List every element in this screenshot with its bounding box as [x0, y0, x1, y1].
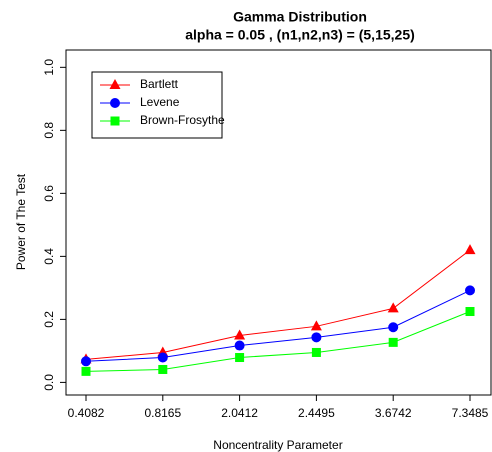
y-tick-label: 0.2: [42, 311, 56, 328]
x-tick-label: 3.6742: [375, 406, 412, 420]
legend-marker: [110, 116, 120, 126]
y-tick-label: 0.4: [42, 248, 56, 265]
marker: [465, 307, 475, 317]
marker: [311, 347, 321, 357]
x-axis-label: Noncentrality Parameter: [213, 438, 342, 452]
marker: [310, 320, 322, 331]
x-tick-label: 7.3485: [452, 406, 489, 420]
legend-label: Bartlett: [140, 77, 179, 91]
legend-label: Levene: [140, 95, 180, 109]
marker: [235, 353, 245, 363]
marker: [465, 285, 475, 296]
x-tick-label: 2.0412: [221, 406, 258, 420]
marker: [81, 366, 91, 376]
chart-subtitle: alpha = 0.05 , (n1,n2,n3) = (5,15,25): [185, 27, 415, 43]
x-tick-label: 2.4495: [298, 406, 335, 420]
legend-marker: [109, 79, 121, 89]
legend-label: Brown-Frosythe: [140, 113, 225, 127]
y-tick-label: 0.0: [42, 374, 56, 391]
x-tick-label: 0.4082: [68, 406, 105, 420]
y-tick-label: 0.8: [42, 122, 56, 139]
marker: [158, 364, 168, 374]
marker: [234, 329, 246, 340]
x-tick-label: 0.8165: [144, 406, 181, 420]
legend-marker: [110, 98, 120, 108]
y-axis-label: Power of The Test: [14, 173, 28, 270]
marker: [387, 302, 399, 313]
marker: [81, 356, 91, 367]
marker: [157, 352, 168, 363]
y-tick-label: 1.0: [42, 59, 56, 76]
marker: [388, 337, 398, 347]
series-line: [85, 249, 471, 360]
series-line: [85, 311, 471, 372]
marker: [234, 340, 245, 351]
marker: [388, 322, 399, 333]
marker: [464, 244, 476, 255]
y-tick-label: 0.6: [42, 185, 56, 202]
series-line: [85, 289, 471, 362]
marker: [311, 332, 322, 343]
chart-title: Gamma Distribution: [233, 9, 367, 25]
plot-frame: [65, 49, 492, 396]
